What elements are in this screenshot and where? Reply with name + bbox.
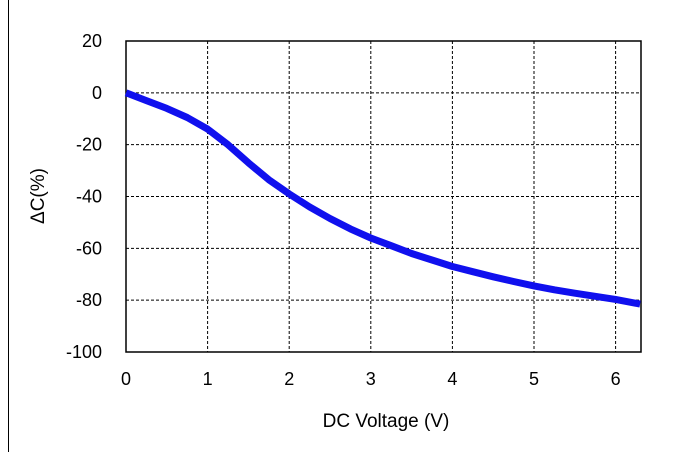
series-line [124, 89, 641, 308]
y-tick-labels: 20 0 -20 -40 -60 -80 -100 [66, 31, 102, 362]
y-tick-label: 20 [82, 31, 102, 51]
y-axis-title: ΔC(%) [28, 168, 49, 224]
x-tick-label: 5 [529, 369, 539, 389]
y-tick-label: -80 [76, 290, 102, 310]
y-tick-label: -40 [76, 187, 102, 207]
x-tick-label: 4 [447, 369, 457, 389]
x-tick-labels: 0 1 2 3 4 5 6 [121, 369, 621, 389]
left-border-line [8, 0, 9, 452]
x-axis-title: DC Voltage (V) [323, 411, 450, 432]
y-tick-label: -20 [76, 135, 102, 155]
y-tick-label: 0 [92, 83, 102, 103]
series-group [124, 89, 641, 308]
plot-border [125, 40, 642, 353]
y-tick-label: -60 [76, 238, 102, 258]
x-tick-label: 6 [611, 369, 621, 389]
x-tick-label: 3 [366, 369, 376, 389]
y-tick-label: -100 [66, 342, 102, 362]
x-tick-label: 1 [203, 369, 213, 389]
x-tick-label: 0 [121, 369, 131, 389]
x-tick-label: 2 [284, 369, 294, 389]
